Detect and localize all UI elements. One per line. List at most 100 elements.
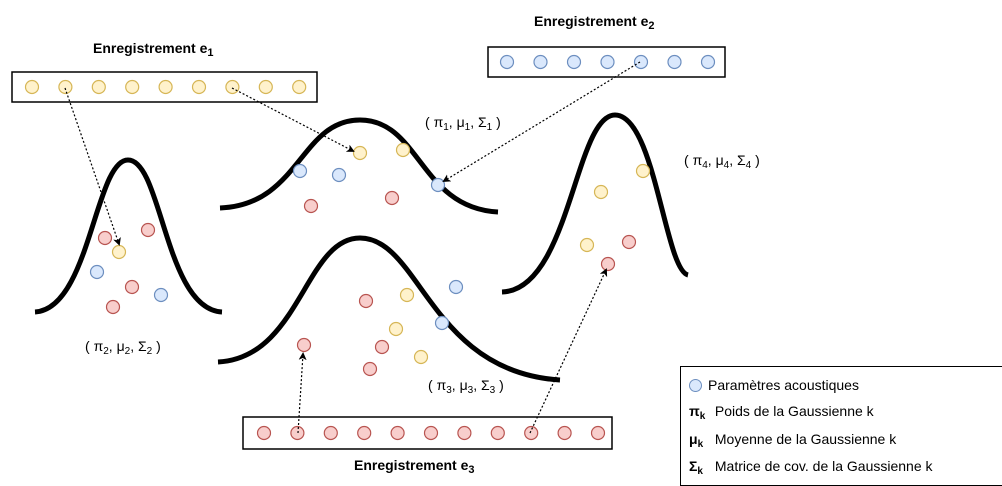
- recording-title-sub: 2: [648, 20, 655, 32]
- gaussian-params-3: ( π3, μ3, Σ3 ): [428, 377, 504, 396]
- gaussian-3-point: [362, 361, 378, 377]
- pi-symbol: π: [433, 114, 444, 130]
- sigma-symbol: Σ: [478, 114, 487, 130]
- sigma-symbol: Σ: [689, 458, 698, 474]
- legend-sub: k: [699, 411, 706, 422]
- arrow-e1-to-g2: [64, 87, 121, 246]
- gaussian-2-point: [124, 279, 140, 295]
- param-sub: 4: [745, 160, 752, 171]
- recording-title-e3: Enregistrement e3: [354, 457, 475, 476]
- recording-e1-point: [292, 79, 307, 95]
- gaussian-curve-2: [34, 157, 223, 315]
- pi-symbol: π: [689, 403, 700, 419]
- legend-row-mu: μk Moyenne de la Gaussienne k: [689, 431, 896, 450]
- gaussian-3-point: [296, 337, 312, 353]
- legend-symbol: μk: [689, 431, 711, 450]
- recording-e3-point: [524, 425, 539, 441]
- sigma-symbol: Σ: [737, 152, 746, 168]
- gaussian-1-point: [331, 167, 347, 183]
- arrow-e1-to-g1: [231, 87, 355, 152]
- recording-e2-point: [566, 54, 582, 70]
- recording-e2-point: [499, 54, 515, 70]
- param-sub: 2: [124, 346, 131, 357]
- gmm-diagram: [11, 46, 726, 450]
- param-sub: 1: [486, 122, 493, 133]
- recording-e1-point: [225, 79, 240, 95]
- gaussian-params-2: ( π2, μ2, Σ2 ): [85, 338, 161, 357]
- recording-e1-point: [91, 79, 106, 95]
- recording-e3-point: [256, 425, 272, 441]
- gaussian-4-point: [579, 237, 595, 253]
- recording-title-sub: 3: [468, 464, 475, 476]
- legend-row-sigma: Σk Matrice de cov. de la Gaussienne k: [689, 458, 933, 477]
- recording-e1-point: [58, 79, 73, 95]
- param-sub: 1: [443, 122, 449, 133]
- gaussian-curve-1: [219, 117, 499, 215]
- recording-e1-point: [24, 79, 40, 95]
- gaussian-params-4: ( π4, μ4, Σ4 ): [684, 152, 760, 171]
- gaussian-2-point: [97, 230, 113, 246]
- legend-text: Matrice de cov. de la Gaussienne k: [714, 458, 933, 474]
- gaussian-1-point: [384, 190, 400, 206]
- recording-e2-point: [700, 54, 716, 70]
- legend-symbol: πk: [689, 403, 711, 422]
- gaussian-1-point: [430, 177, 446, 193]
- recording-title-text: Enregistrement e: [93, 40, 208, 56]
- gaussian-1-point: [352, 145, 368, 161]
- gaussian-1-point: [292, 163, 308, 179]
- sigma-symbol: Σ: [481, 377, 490, 393]
- pi-symbol: π: [93, 338, 104, 354]
- mu-symbol: μ: [116, 338, 125, 354]
- gaussian-params-1: ( π1, μ1, Σ1 ): [425, 114, 501, 133]
- recording-e3-point: [390, 425, 405, 441]
- acoustic-param-icon: [689, 379, 702, 392]
- legend-text: Paramètres acoustiques: [708, 377, 859, 393]
- recording-title-e1: Enregistrement e1: [93, 40, 214, 59]
- legend-box: Paramètres acoustiques πk Poids de la Ga…: [680, 366, 1002, 486]
- param-sub: 3: [446, 385, 452, 396]
- recording-e2-point: [633, 54, 649, 70]
- gaussian-3-point: [413, 349, 429, 365]
- recording-e3-point: [423, 425, 439, 441]
- recording-e3-point: [490, 425, 505, 441]
- recording-title-sub: 1: [207, 47, 214, 59]
- gaussian-4-point: [621, 234, 637, 250]
- recording-e1-point: [191, 79, 207, 95]
- param-sub: 1: [464, 122, 471, 133]
- gaussian-2-point: [153, 287, 169, 303]
- mu-symbol: μ: [715, 152, 724, 168]
- recording-e1-point: [125, 79, 140, 95]
- gaussian-3-point: [399, 287, 415, 303]
- recording-e2-point: [533, 54, 548, 70]
- gaussian-2-point: [140, 222, 156, 238]
- gaussian-2-point: [89, 264, 105, 280]
- legend-row-acoustic: Paramètres acoustiques: [689, 377, 859, 393]
- legend-row-pi: πk Poids de la Gaussienne k: [689, 403, 874, 422]
- gaussian-curve-4: [501, 112, 690, 295]
- recording-e3-point: [323, 425, 338, 441]
- pi-symbol: π: [436, 377, 447, 393]
- mu-symbol: μ: [456, 114, 465, 130]
- gaussian-1-point: [395, 142, 411, 158]
- recording-e1-point: [258, 79, 273, 95]
- gaussian-3-point: [388, 321, 404, 337]
- legend-sub: k: [697, 466, 703, 477]
- gaussian-2-point: [105, 299, 121, 315]
- arrow-e3-to-g3: [297, 352, 307, 434]
- recording-e3-point: [357, 425, 372, 441]
- legend-symbol: Σk: [689, 458, 711, 477]
- arrow-e3-to-g4: [529, 268, 608, 434]
- mu-symbol: μ: [459, 377, 468, 393]
- param-sub: 2: [103, 346, 109, 357]
- param-sub: 3: [489, 385, 496, 396]
- sigma-symbol: Σ: [138, 338, 147, 354]
- recording-bar-e3: [242, 416, 613, 450]
- recording-e2-point: [600, 54, 615, 70]
- legend-text: Moyenne de la Gaussienne k: [714, 431, 897, 447]
- recording-e3-point: [590, 425, 606, 441]
- param-sub: 2: [146, 346, 153, 357]
- gaussian-4-point: [635, 163, 651, 179]
- recording-title-text: Enregistrement e: [354, 457, 469, 473]
- gaussian-2-point: [111, 244, 127, 260]
- param-sub: 4: [702, 160, 708, 171]
